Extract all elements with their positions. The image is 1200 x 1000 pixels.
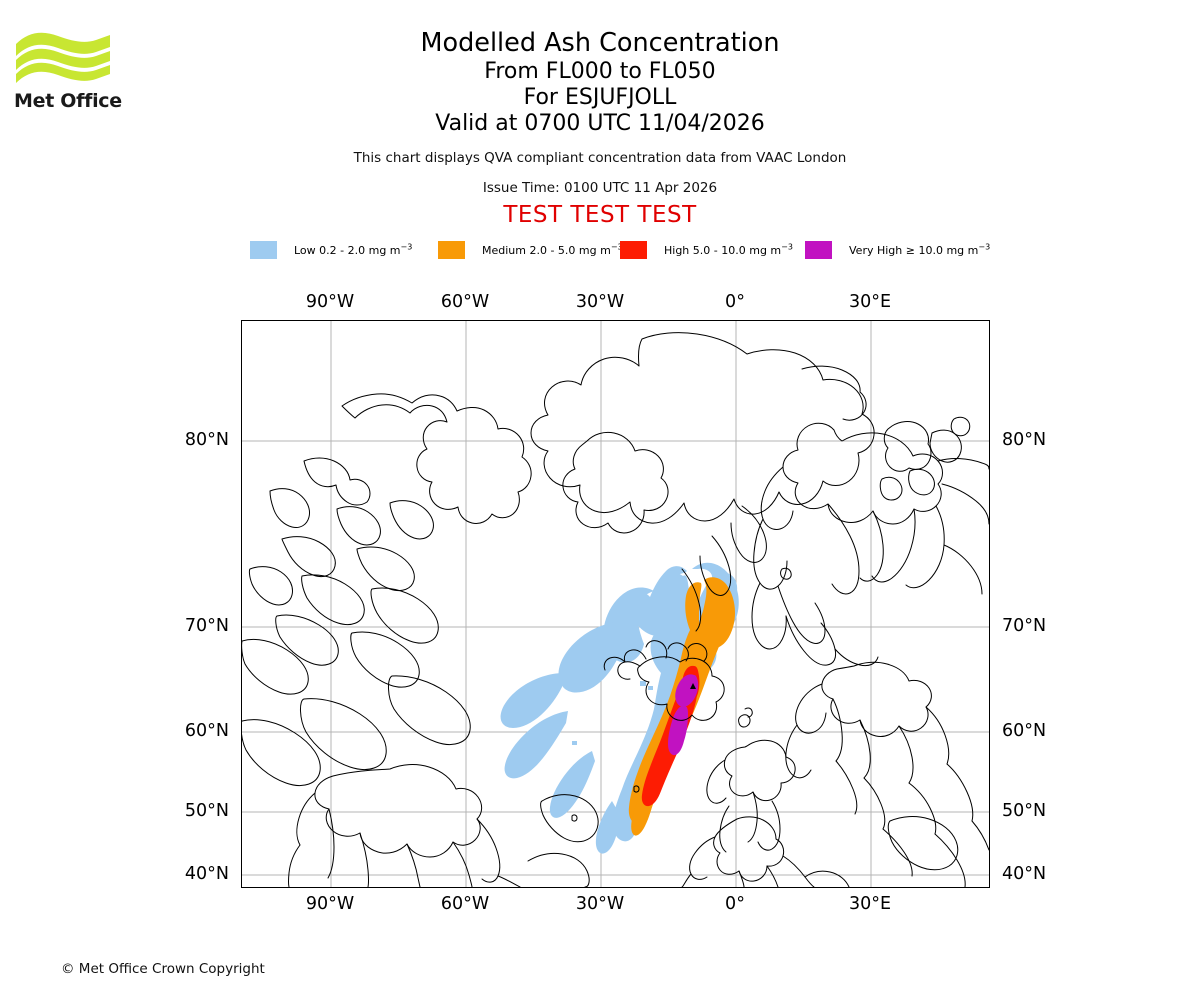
issue-time: Issue Time: 0100 UTC 11 Apr 2026 — [482, 180, 718, 196]
y-axis-tick-right: 80°N — [1002, 430, 1047, 450]
legend-label: Medium 2.0 - 5.0 mg m−3 — [482, 241, 623, 257]
x-axis-tick-bottom: 30°W — [575, 894, 625, 914]
legend-label: High 5.0 - 10.0 mg m−3 — [664, 241, 793, 257]
ash-plume-low — [500, 562, 739, 854]
y-axis-tick-left: 70°N — [184, 616, 229, 636]
title-block: Modelled Ash Concentration From FL000 to… — [0, 28, 1200, 229]
concentration-legend: Low 0.2 - 2.0 mg m−3 Medium 2.0 - 5.0 mg … — [240, 240, 1000, 260]
test-banner: TEST TEST TEST — [503, 202, 697, 228]
logo-wordmark: Met Office — [14, 90, 122, 112]
y-axis-tick-left: 40°N — [184, 864, 229, 884]
x-axis-tick-top: 30°W — [575, 292, 625, 312]
y-axis-tick-left: 80°N — [184, 430, 229, 450]
legend-item: Low 0.2 - 2.0 mg m−3 — [250, 240, 412, 260]
volcano-name: For ESJUFJOLL — [523, 85, 677, 110]
x-axis-tick-top: 90°W — [305, 292, 355, 312]
legend-label: Low 0.2 - 2.0 mg m−3 — [294, 241, 413, 257]
met-office-waves-icon — [16, 32, 110, 83]
x-axis-tick-bottom: 0° — [725, 894, 745, 914]
map-container: 90°W 90°W 60°W 60°W 30°W 30°W 0° 0° 30°E 30°E 80°N… — [185, 292, 1046, 914]
legend-item: Medium 2.0 - 5.0 mg m−3 — [438, 240, 623, 260]
volcano-marker — [690, 683, 696, 689]
legend-swatch — [438, 241, 465, 259]
map-coastlines — [242, 332, 989, 887]
copyright-notice: © Met Office Crown Copyright — [61, 961, 265, 977]
x-axis-tick-bottom: 60°W — [440, 894, 490, 914]
flight-level-range: From FL000 to FL050 — [484, 59, 716, 84]
x-axis-tick-top: 30°E — [848, 292, 892, 312]
y-axis-tick-right: 40°N — [1002, 864, 1047, 884]
legend-item: Very High ≥ 10.0 mg m−3 — [805, 240, 990, 260]
x-axis-tick-bottom: 90°W — [305, 894, 355, 914]
page-title: Modelled Ash Concentration — [420, 28, 780, 58]
qva-note: This chart displays QVA compliant concen… — [353, 150, 847, 166]
legend-swatch — [250, 241, 277, 259]
legend-label: Very High ≥ 10.0 mg m−3 — [849, 241, 991, 257]
legend-item: High 5.0 - 10.0 mg m−3 — [620, 240, 793, 260]
x-axis-tick-bottom: 30°E — [848, 894, 892, 914]
y-axis-tick-left: 50°N — [184, 801, 229, 821]
legend-swatch — [805, 241, 832, 259]
legend-swatch — [620, 241, 647, 259]
map-frame — [241, 320, 990, 888]
y-axis-tick-right: 50°N — [1002, 801, 1047, 821]
y-axis-tick-right: 60°N — [1002, 721, 1047, 741]
valid-time: Valid at 0700 UTC 11/04/2026 — [435, 111, 765, 136]
met-office-logo: Met Office — [14, 28, 124, 113]
map-canvas — [242, 321, 989, 887]
x-axis-tick-top: 0° — [725, 292, 745, 312]
y-axis-tick-left: 60°N — [184, 721, 229, 741]
y-axis-tick-right: 70°N — [1002, 616, 1047, 636]
x-axis-tick-top: 60°W — [440, 292, 490, 312]
